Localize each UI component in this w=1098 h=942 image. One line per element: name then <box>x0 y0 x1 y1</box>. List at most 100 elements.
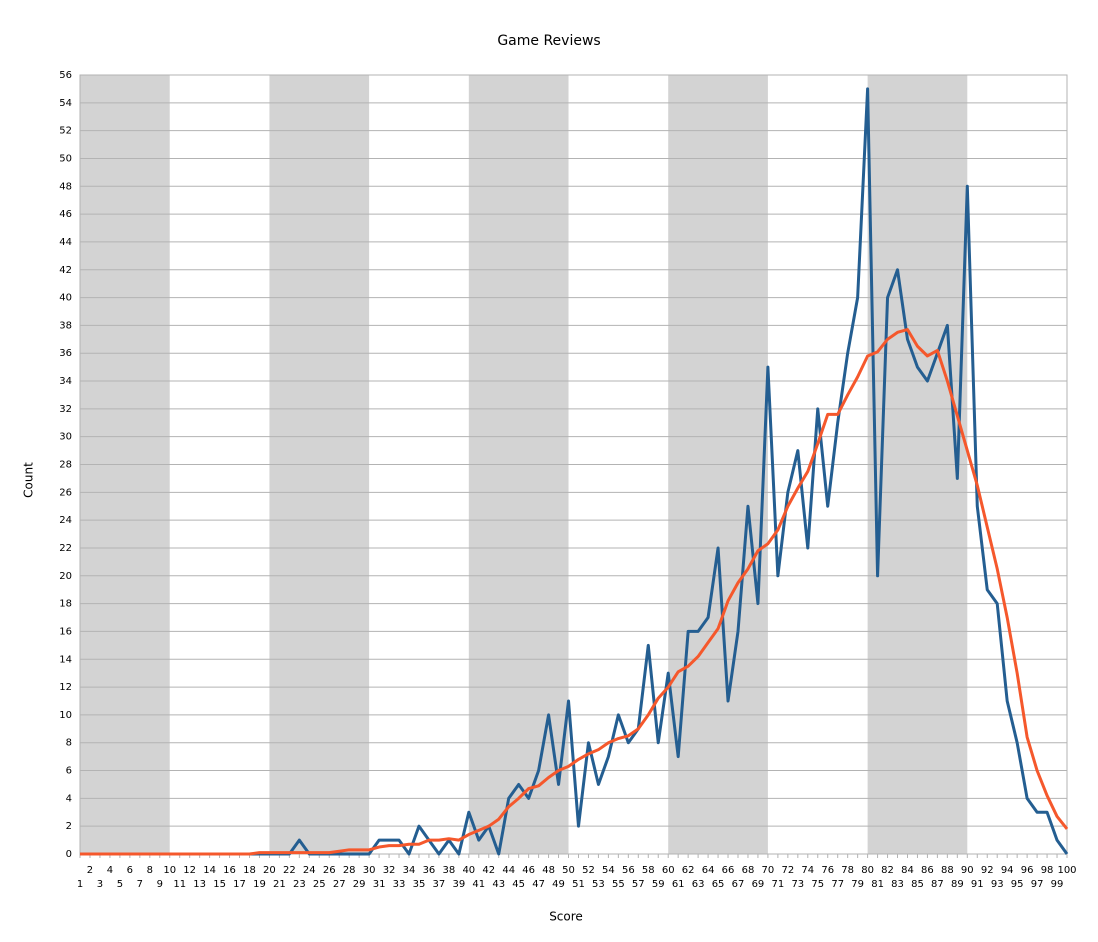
x-tick-label: 34 <box>403 865 416 876</box>
x-tick-label: 26 <box>323 865 336 876</box>
x-tick-label: 37 <box>433 879 446 890</box>
y-tick-label: 16 <box>59 626 72 637</box>
x-tick-label: 32 <box>383 865 396 876</box>
y-tick-label: 50 <box>59 153 72 164</box>
x-tick-label: 18 <box>243 865 256 876</box>
y-tick-label: 10 <box>59 710 72 721</box>
y-tick-label: 20 <box>59 571 72 582</box>
x-tick-label: 69 <box>752 879 765 890</box>
x-tick-label: 91 <box>971 879 984 890</box>
x-tick-label: 80 <box>861 865 874 876</box>
x-tick-label: 53 <box>592 879 605 890</box>
x-tick-label: 95 <box>1011 879 1024 890</box>
y-tick-label: 24 <box>59 515 72 526</box>
x-tick-label: 47 <box>532 879 545 890</box>
x-tick-label: 66 <box>722 865 735 876</box>
x-tick-label: 71 <box>772 879 785 890</box>
y-tick-label: 26 <box>59 487 72 498</box>
y-tick-label: 6 <box>66 766 72 777</box>
x-tick-label: 55 <box>612 879 625 890</box>
x-tick-label: 75 <box>811 879 824 890</box>
x-tick-label: 84 <box>901 865 914 876</box>
x-tick-label: 79 <box>851 879 864 890</box>
x-tick-label: 49 <box>552 879 565 890</box>
y-tick-label: 8 <box>66 738 72 749</box>
y-tick-label: 46 <box>59 209 72 220</box>
x-tick-label: 3 <box>97 879 103 890</box>
x-tick-label: 19 <box>253 879 266 890</box>
x-tick-label: 94 <box>1001 865 1014 876</box>
y-tick-label: 28 <box>59 460 72 471</box>
x-tick-label: 100 <box>1057 865 1076 876</box>
x-tick-label: 12 <box>183 865 196 876</box>
y-tick-label: 32 <box>59 404 72 415</box>
x-tick-label: 93 <box>991 879 1004 890</box>
x-tick-label: 51 <box>572 879 585 890</box>
x-tick-label: 90 <box>961 865 974 876</box>
x-tick-label: 4 <box>107 865 113 876</box>
x-tick-label: 87 <box>931 879 944 890</box>
x-tick-label: 8 <box>147 865 153 876</box>
x-tick-label: 27 <box>333 879 346 890</box>
x-tick-label: 48 <box>542 865 555 876</box>
x-tick-label: 67 <box>732 879 745 890</box>
x-tick-label: 57 <box>632 879 645 890</box>
x-tick-label: 56 <box>622 865 635 876</box>
y-tick-label: 18 <box>59 599 72 610</box>
x-tick-label: 40 <box>462 865 475 876</box>
x-tick-label: 44 <box>502 865 515 876</box>
x-tick-label: 52 <box>582 865 595 876</box>
x-tick-label: 16 <box>223 865 236 876</box>
x-axis-title: Score <box>549 910 583 924</box>
y-tick-label: 2 <box>66 821 72 832</box>
plot-border <box>79 74 1068 855</box>
x-tick-label: 42 <box>482 865 495 876</box>
x-tick-label: 63 <box>692 879 705 890</box>
x-tick-label: 23 <box>293 879 306 890</box>
y-tick-label: 0 <box>66 849 72 860</box>
y-tick-label: 34 <box>59 376 72 387</box>
x-tick-label: 6 <box>127 865 133 876</box>
x-tick-label: 15 <box>213 879 226 890</box>
y-tick-label: 38 <box>59 320 72 331</box>
x-tick-label: 24 <box>303 865 316 876</box>
x-tick-label: 30 <box>363 865 376 876</box>
x-tick-label: 11 <box>173 879 186 890</box>
y-tick-label: 56 <box>59 70 72 81</box>
x-tick-label: 98 <box>1041 865 1054 876</box>
x-tick-label: 82 <box>881 865 894 876</box>
x-tick-label: 97 <box>1031 879 1044 890</box>
x-tick-label: 2 <box>87 865 93 876</box>
x-tick-label: 33 <box>393 879 406 890</box>
x-tick-label: 39 <box>452 879 465 890</box>
x-tick-label: 46 <box>522 865 535 876</box>
y-tick-label: 30 <box>59 432 72 443</box>
series-line <box>80 328 1069 856</box>
x-tick-label: 43 <box>492 879 505 890</box>
x-tick-label: 1 <box>77 879 83 890</box>
y-tick-label: 12 <box>59 682 72 693</box>
x-tick-label: 60 <box>662 865 675 876</box>
x-tick-label: 28 <box>343 865 356 876</box>
x-tick-label: 68 <box>742 865 755 876</box>
x-tick-label: 5 <box>117 879 123 890</box>
x-tick-label: 85 <box>911 879 924 890</box>
x-tick-label: 38 <box>443 865 456 876</box>
y-tick-label: 22 <box>59 543 72 554</box>
x-tick-label: 83 <box>891 879 904 890</box>
x-tick-label: 61 <box>672 879 685 890</box>
y-tick-label: 52 <box>59 126 72 137</box>
y-tick-label: 42 <box>59 265 72 276</box>
x-tick-label: 35 <box>413 879 426 890</box>
x-tick-label: 13 <box>193 879 206 890</box>
plot-area: 0246810121416182022242628303234363840424… <box>59 70 1076 890</box>
y-axis-title: Count <box>22 462 36 498</box>
x-tick-label: 96 <box>1021 865 1034 876</box>
x-tick-label: 14 <box>203 865 216 876</box>
x-tick-label: 45 <box>512 879 525 890</box>
x-tick-label: 74 <box>801 865 814 876</box>
x-tick-label: 36 <box>423 865 436 876</box>
x-tick-label: 9 <box>157 879 163 890</box>
chart-title: Game Reviews <box>497 33 600 49</box>
